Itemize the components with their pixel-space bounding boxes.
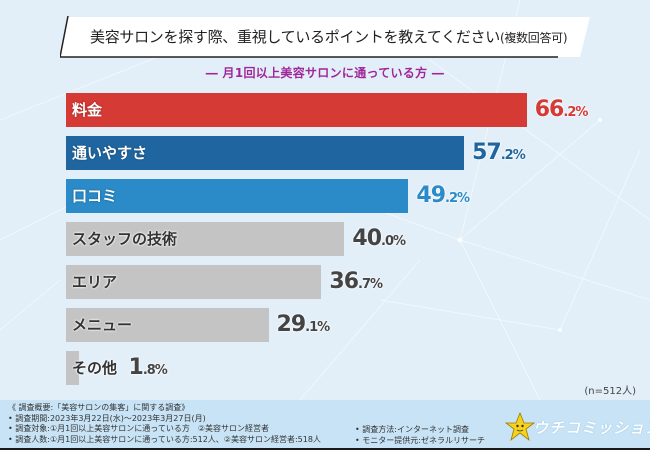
title-frame (60, 15, 590, 58)
bar-label: メニュー (72, 316, 133, 334)
footer-line: • モニター提供元:ゼネラルリサーチ (355, 435, 485, 445)
footer-line: • 調査方法:インターネット調査 (355, 425, 469, 434)
bar-6 (66, 351, 79, 385)
survey-footer: 《 調査概要:「美容サロンの集客」に関する調査》 • 調査期間:2023年3月2… (0, 400, 650, 450)
bar-value-label: 57.2% (472, 140, 526, 165)
bar-label: エリア (72, 273, 118, 291)
bar-label: スタッフの技術 (72, 230, 178, 248)
bar-2 (66, 179, 409, 213)
chart-title-main: 美容サロンを探す際、重視しているポイントを教えてください (90, 28, 500, 46)
bar-label: 通いやすさ (72, 144, 148, 162)
bar-value-label: 1.8% (128, 355, 168, 380)
footer-line: 《 調査概要:「美容サロンの集客」に関する調査》 (8, 403, 190, 412)
sample-size-note: (n=512人) (584, 386, 636, 397)
bar-3 (66, 222, 345, 256)
bar-chart: 料金 66.2% 通いやすさ 57.2% 口コミ 49.2% スタッフの技術 40.0% エリア… (66, 93, 589, 385)
bar-value-label: 49.2% (416, 183, 470, 208)
survey-overview: 《 調査概要:「美容サロンの集客」に関する調査》 • 調査期間:2023年3月2… (8, 403, 321, 445)
bar-0 (66, 93, 527, 127)
bar-label: 料金 (72, 101, 103, 119)
bar-4 (66, 265, 322, 299)
bar-label: その他 (72, 359, 118, 377)
bar-label: 口コミ (72, 187, 118, 205)
footer-line: • 調査対象:①月1回以上美容サロンに通っている方 ②美容サロン経営者 (8, 424, 269, 433)
bar-value-label: 36.7% (329, 269, 383, 294)
title-box: 美容サロンを探す際、重視しているポイントを教えてください(複数回答可) (60, 15, 590, 58)
bar-1 (66, 136, 465, 170)
brand-logo-text: ウチコミッション (533, 419, 650, 437)
footer-line: • 調査期間:2023年3月22日(水)〜2023年3月27日(月) (8, 413, 206, 423)
chart-subtitle: ― 月1回以上美容サロンに通っている方 ― (205, 66, 445, 80)
footer-line: • 調査人数:①月1回以上美容サロンに通っている方:512人、②美容サロン経営者… (8, 434, 321, 444)
bar-value-label: 40.0% (352, 226, 406, 251)
bar-5 (66, 308, 269, 342)
bar-value-label: 66.2% (534, 97, 589, 122)
bar-value-label: 29.1% (276, 312, 331, 337)
chart-title-suffix: (複数回答可) (499, 31, 568, 45)
star-mascot-icon (505, 412, 535, 442)
brand-logo: ウチコミッション (505, 412, 650, 442)
survey-method: • 調査方法:インターネット調査 • モニター提供元:ゼネラルリサーチ (355, 425, 485, 446)
chart-title: 美容サロンを探す際、重視しているポイントを教えてください(複数回答可) (90, 26, 568, 47)
